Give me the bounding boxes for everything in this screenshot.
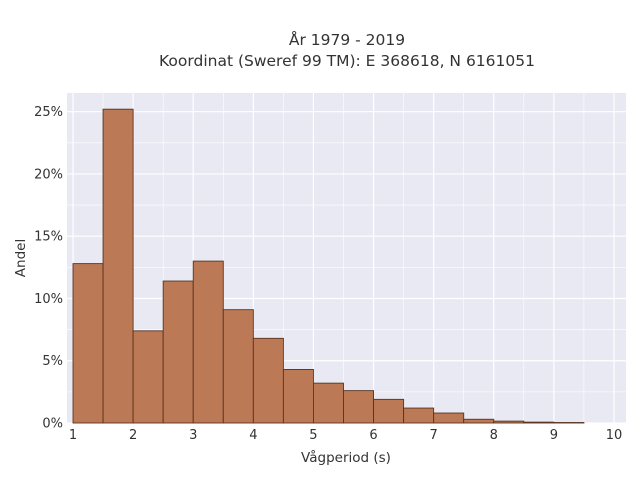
histogram-bar <box>252 337 284 424</box>
y-tick-label: 20% <box>34 167 63 182</box>
y-axis-ticks: 0% 5% 10% 15% 20% 25% <box>34 105 63 431</box>
x-tick-label: 1 <box>69 428 77 443</box>
x-tick-label: 7 <box>430 428 438 443</box>
histogram-bar <box>523 421 555 424</box>
y-tick-label: 15% <box>34 230 63 245</box>
histogram-bar <box>343 390 374 424</box>
y-tick-label: 10% <box>34 292 63 307</box>
y-tick-label: 0% <box>42 417 63 432</box>
x-tick-label: 4 <box>249 428 257 443</box>
bars <box>72 108 585 424</box>
chart-title: År 1979 - 2019 <box>289 30 405 49</box>
histogram-bar <box>192 260 224 424</box>
x-tick-label: 2 <box>129 428 137 443</box>
y-axis-label: Andel <box>13 239 29 277</box>
x-tick-label: 8 <box>490 428 498 443</box>
x-tick-label: 5 <box>309 428 317 443</box>
histogram-bar <box>282 369 314 424</box>
x-axis-ticks: 1 2 3 4 5 6 7 8 9 10 <box>69 428 622 443</box>
y-tick-label: 5% <box>42 354 63 369</box>
histogram-bar <box>493 420 525 424</box>
histogram-bar <box>102 108 134 424</box>
histogram-bar <box>132 330 164 424</box>
x-axis-label: Vågperiod (s) <box>301 449 391 466</box>
histogram-bar <box>162 280 194 424</box>
x-tick-label: 3 <box>189 428 197 443</box>
y-tick-label: 25% <box>34 105 63 120</box>
x-tick-label: 10 <box>606 428 623 443</box>
histogram-bar <box>463 418 495 424</box>
histogram-bar <box>72 263 104 424</box>
x-tick-label: 9 <box>550 428 558 443</box>
x-tick-label: 6 <box>369 428 377 443</box>
histogram-bar <box>433 412 465 424</box>
histogram-bar <box>312 382 344 424</box>
histogram-bar <box>222 309 254 424</box>
chart-subtitle: Koordinat (Sweref 99 TM): E 368618, N 61… <box>159 52 535 70</box>
histogram-bar <box>403 407 435 424</box>
histogram-bar <box>373 398 405 424</box>
